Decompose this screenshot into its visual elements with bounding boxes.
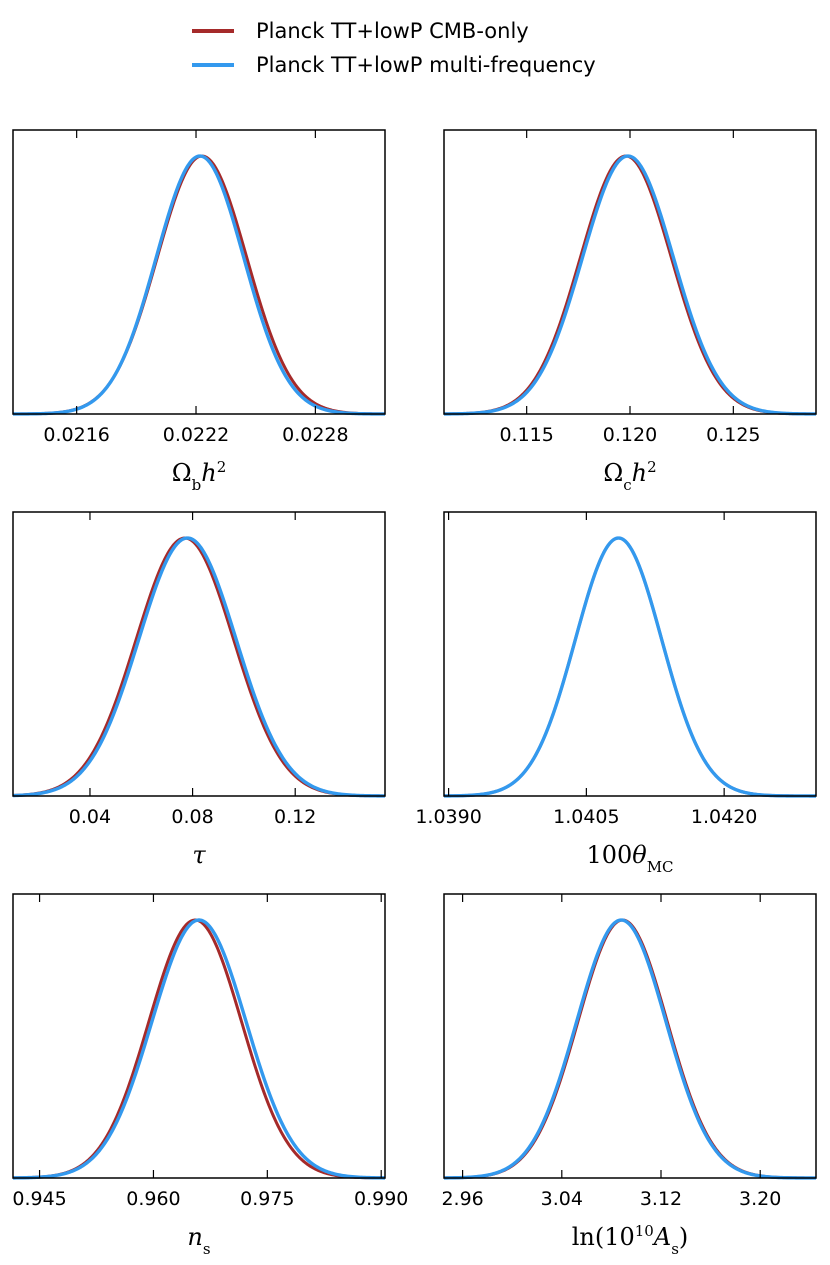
curve-ln-as-cmb-only bbox=[443, 918, 817, 1180]
curve-omega-b-cmb-only bbox=[12, 154, 386, 416]
panel-omega-c: 0.115 0.120 0.125 Ωch2 bbox=[443, 129, 817, 494]
legend-label-cmb-only: Planck TT+lowP CMB-only bbox=[256, 19, 529, 43]
panel-omega-b: 0.0216 0.0222 0.0228 Ωbh2 bbox=[12, 129, 386, 494]
tick-label: 0.0216 bbox=[43, 424, 109, 446]
panel-ln-as: 2.96 3.04 3.12 3.20 ln(1010As) bbox=[441, 893, 817, 1258]
tick-label: 0.115 bbox=[499, 424, 553, 446]
panel-tau: 0.04 0.08 0.12 τ bbox=[12, 511, 386, 869]
tick-label: 0.0222 bbox=[163, 424, 229, 446]
tick-label: 3.12 bbox=[640, 1188, 682, 1210]
tick-label: 0.975 bbox=[240, 1188, 294, 1210]
tick-label: 2.96 bbox=[441, 1188, 483, 1210]
panel-frame bbox=[443, 511, 817, 797]
legend-item-multi-frequency: Planck TT+lowP multi-frequency bbox=[192, 48, 596, 82]
curve-omega-b-multi-frequency bbox=[12, 154, 386, 416]
curve-tau-cmb-only bbox=[12, 536, 385, 798]
curve-omega-c-cmb-only bbox=[443, 154, 817, 416]
panel-frame bbox=[12, 129, 386, 415]
curve-theta-mc-multi-frequency bbox=[443, 536, 817, 798]
panel-frame bbox=[443, 129, 817, 415]
tick-label: 0.960 bbox=[126, 1188, 180, 1210]
panel-theta-mc: 1.0390 1.0405 1.0420 100θMC bbox=[415, 511, 817, 876]
curve-n-s-cmb-only bbox=[12, 918, 386, 1180]
axis-title-n-s: ns bbox=[187, 1223, 210, 1258]
axis-title-omega-b: Ωbh2 bbox=[172, 458, 227, 494]
curve-theta-mc-cmb-only bbox=[443, 536, 816, 798]
tick-label: 0.08 bbox=[171, 806, 213, 828]
tick-label: 3.04 bbox=[541, 1188, 583, 1210]
legend-swatch-cmb-only bbox=[192, 29, 234, 33]
panel-frame bbox=[443, 893, 817, 1179]
tick-label: 1.0420 bbox=[691, 806, 757, 828]
legend-swatch-multi-frequency bbox=[192, 63, 234, 67]
tick-label: 0.990 bbox=[354, 1188, 408, 1210]
tick-label: 0.945 bbox=[12, 1188, 66, 1210]
tick-label: 0.04 bbox=[69, 806, 111, 828]
tick-label: 0.0228 bbox=[282, 424, 348, 446]
tick-label: 1.0405 bbox=[553, 806, 619, 828]
axis-title-theta-mc: 100θMC bbox=[586, 841, 673, 876]
legend-item-cmb-only: Planck TT+lowP CMB-only bbox=[192, 14, 596, 48]
legend-label-multi-frequency: Planck TT+lowP multi-frequency bbox=[256, 53, 596, 77]
tick-label: 0.125 bbox=[706, 424, 760, 446]
panel-frame bbox=[12, 893, 386, 1179]
tick-label: 3.20 bbox=[739, 1188, 781, 1210]
tick-label: 1.0390 bbox=[415, 806, 481, 828]
axis-title-ln-as: ln(1010As) bbox=[572, 1222, 689, 1258]
curve-n-s-multi-frequency bbox=[12, 918, 386, 1180]
panel-n-s: 0.945 0.960 0.975 0.990 ns bbox=[12, 893, 408, 1258]
axis-title-omega-c: Ωch2 bbox=[603, 458, 656, 494]
legend: Planck TT+lowP CMB-only Planck TT+lowP m… bbox=[192, 14, 596, 82]
axis-title-tau: τ bbox=[192, 841, 206, 869]
tick-label: 0.120 bbox=[603, 424, 657, 446]
curve-omega-c-multi-frequency bbox=[443, 154, 817, 416]
curve-ln-as-multi-frequency bbox=[443, 918, 817, 1180]
panel-frame bbox=[12, 511, 386, 797]
tick-label: 0.12 bbox=[274, 806, 316, 828]
curve-tau-multi-frequency bbox=[12, 536, 386, 798]
